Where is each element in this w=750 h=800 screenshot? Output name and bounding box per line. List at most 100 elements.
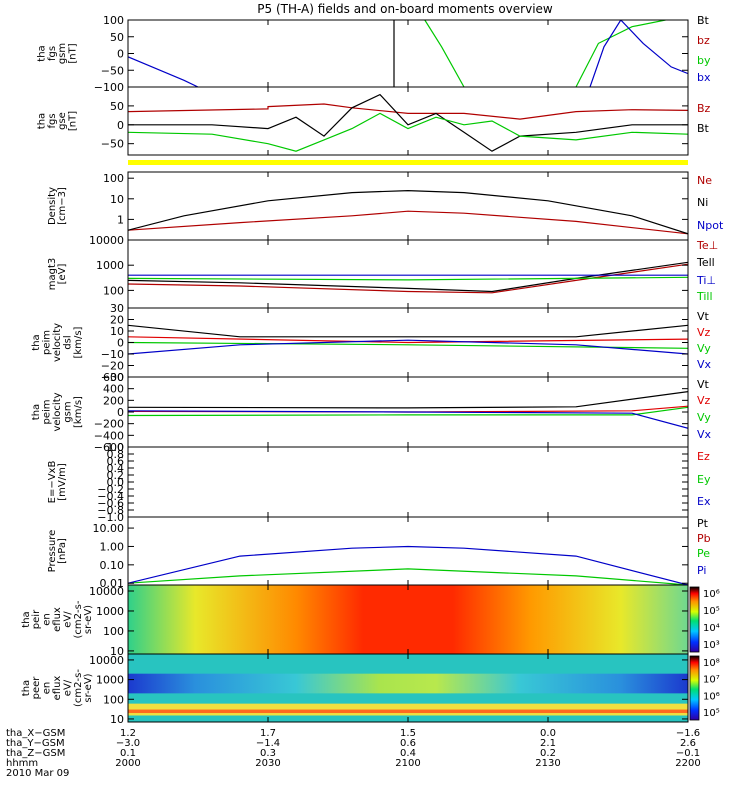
y-tick-label: 0 (117, 119, 124, 132)
electron-spectrogram-band (128, 673, 688, 694)
panel-frame (127, 19, 689, 88)
y-tick-label: 1.00 (100, 540, 125, 553)
y-tick-label: 10 (110, 193, 124, 206)
y-tick-label: 0.8 (107, 448, 125, 461)
legend-entry-bt: Bt (697, 14, 710, 27)
y-tick-label: −0.2 (97, 483, 124, 496)
y-tick-label: 10.00 (93, 522, 125, 535)
y-tick-label: −10 (101, 348, 124, 361)
y-axis-label-line: magt3 (47, 258, 58, 291)
y-axis-label-line: dsl (62, 335, 73, 349)
series-line-by (424, 20, 666, 87)
y-axis-label-line: tha (21, 680, 32, 696)
y-axis-label-line: eflux (52, 607, 63, 632)
x-axis-value: 2.1 (540, 738, 556, 749)
y-tick-label: 0.2 (107, 469, 125, 482)
y-axis-label-line: tha (31, 334, 42, 350)
colorbar-label: 10⁶ (703, 691, 720, 702)
legend-entry-till: Till (696, 290, 713, 303)
y-tick-label: −100 (94, 81, 124, 94)
colorbar-label: 10⁴ (703, 623, 720, 634)
y-axis-label-line: [cm−3] (57, 187, 68, 225)
y-axis-label-line: velocity (52, 323, 63, 362)
y-axis-label-line: tha (36, 113, 47, 129)
y-axis-label-line: eV/ (62, 679, 73, 696)
y-axis-label-line: tha (31, 404, 42, 420)
legend-entry-bt: Bt (697, 122, 710, 135)
panel-temperature: 10000 1000 100 magt3 [eV] Te⊥ Tell Ti⊥ Till (47, 234, 718, 309)
colorbar (689, 586, 700, 653)
legend-entry-pe: Pe (697, 547, 710, 560)
panel-peer_spec: 10⁸ 10⁷ 10⁶ 10⁵ 10000 1000 100 10 tha peer en eflux… (21, 653, 720, 726)
x-axis-value: −3.0 (116, 738, 140, 749)
panel-frame (127, 86, 689, 156)
date-label: 2010 Mar 09 (6, 768, 69, 779)
y-axis-label-line: [nT] (68, 43, 79, 63)
y-axis-label-line: (cm2-s- (73, 600, 84, 638)
y-axis-label-line: peer (31, 676, 42, 700)
y-axis-label-line: [mV/m] (57, 463, 68, 501)
y-tick-label: −600 (94, 441, 124, 454)
y-tick-label: 10000 (89, 585, 124, 598)
x-axis-value: −1.4 (256, 738, 280, 749)
y-tick-label: 200 (103, 394, 124, 407)
y-axis-label-line: gse (57, 112, 68, 130)
y-tick-label: 0 (117, 48, 124, 61)
panel-frame (127, 516, 689, 586)
y-tick-label: 50 (110, 31, 124, 44)
y-axis-label-line: [nPa] (57, 538, 68, 564)
legend-entry-tell: Tell (696, 256, 715, 269)
y-tick-label: 1000 (96, 259, 124, 272)
legend-entry-npot: Npot (697, 219, 724, 232)
y-axis-label-line: eflux (52, 676, 63, 701)
y-axis-label-line: peim (42, 399, 53, 424)
y-axis-label-line: [eV] (57, 264, 68, 285)
y-axis-label-line: en (42, 682, 53, 695)
y-tick-label: 10 (110, 713, 124, 726)
y-tick-label: −0.4 (97, 490, 124, 503)
panel-density: 100 10 1 Density [cm−3] Ne Ni Npot (47, 171, 724, 241)
y-tick-label: −400 (94, 429, 124, 442)
legend-entry-vt: Vt (697, 378, 710, 391)
x-axis-value: −0.1 (676, 748, 700, 759)
y-axis-label-line: tha (36, 45, 47, 61)
y-tick-label: −30 (101, 371, 124, 384)
legend-entry-by: by (697, 54, 711, 67)
legend-entry-vy: Vy (697, 342, 711, 355)
electron-spectrogram-peak-band (128, 709, 688, 714)
series-line-vt (128, 391, 688, 409)
series-line-ni (128, 189, 688, 235)
x-axis-footer: tha_X−GSM 1.2 1.7 1.5 0.0 −1.6 tha_Y−GSM −3.0 −1… (6, 728, 701, 779)
panel-efield: 1.00.80.60.40.20.0−0.2−0.4−0.6−0.8−1.0 E=… (47, 441, 711, 524)
x-axis-value: 0.2 (540, 748, 556, 759)
y-tick-label: 0.01 (100, 577, 125, 590)
y-tick-label: 100 (103, 14, 124, 27)
x-axis-value: 1.5 (400, 728, 416, 739)
y-tick-label: −50 (101, 138, 124, 151)
y-tick-label: 100 (103, 693, 124, 706)
x-axis-value: 2030 (255, 758, 280, 769)
series-line-vt (128, 324, 688, 338)
y-tick-label: 10000 (89, 654, 124, 667)
legend-entry-pb: Pb (697, 532, 711, 545)
y-tick-label: 50 (110, 100, 124, 113)
x-axis-row-label: hhmm (6, 758, 38, 769)
y-axis-label-line: velocity (52, 392, 63, 431)
y-tick-label: 100 (103, 625, 124, 638)
x-axis-row-label: tha_Z−GSM (6, 748, 65, 759)
legend-entry-ni: Ni (697, 196, 708, 209)
x-axis-value: 0.3 (260, 748, 276, 759)
panel-peir_spec: 10⁶ 10⁵ 10⁴ 10³ 10000 1000 100 10 tha peir en eflux… (21, 584, 720, 658)
y-tick-label: 30 (110, 302, 124, 315)
x-axis-value: 1.7 (260, 728, 276, 739)
legend-entry-bx: Bx (697, 0, 712, 3)
legend-entry-vz: Vz (697, 394, 711, 407)
series-line-till (128, 276, 688, 281)
y-axis-label-line: peir (31, 609, 42, 629)
x-axis-value: 1.2 (120, 728, 136, 739)
x-axis-value: 2130 (535, 758, 560, 769)
legend-entry-ti: Ti⊥ (696, 274, 716, 287)
